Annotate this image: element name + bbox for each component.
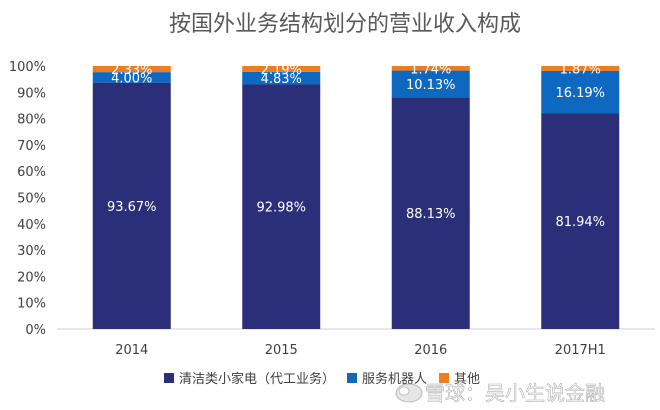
legend-item: 服务机器人 xyxy=(347,371,427,387)
bar-segment xyxy=(92,72,171,83)
data-label: 92.98% xyxy=(256,201,306,216)
y-tick-label: 100% xyxy=(9,60,46,75)
data-label: 2.33% xyxy=(111,63,152,78)
data-label: 2.19% xyxy=(261,63,302,78)
bars xyxy=(92,66,620,329)
y-tick-label: 30% xyxy=(17,244,46,259)
watermark-text: 雪球：吴小生说金融 xyxy=(425,381,605,405)
y-tick-label: 20% xyxy=(17,270,46,285)
y-tick-label: 50% xyxy=(17,192,46,207)
x-tick-label: 2014 xyxy=(115,343,148,358)
y-tick-label: 90% xyxy=(17,86,46,101)
bar-segment xyxy=(242,66,321,72)
watermark-logo xyxy=(395,383,423,403)
y-tick-label: 80% xyxy=(17,113,46,128)
legend-item: 清洁类小家电（代工业务） xyxy=(164,371,335,387)
x-axis: 2014 2015 2016 2017H1 xyxy=(57,328,655,358)
legend-label: 清洁类小家电（代工业务） xyxy=(179,371,335,387)
y-tick-label: 10% xyxy=(17,297,46,312)
x-tick-label: 2017H1 xyxy=(555,343,606,358)
data-label: 93.67% xyxy=(107,200,157,215)
data-label: 81.94% xyxy=(555,215,605,230)
bar-segment xyxy=(541,66,620,71)
legend-swatch xyxy=(164,373,174,383)
chart-title: 按国外业务结构划分的营业收入构成 xyxy=(169,12,521,37)
legend-item: 其他 xyxy=(439,372,480,387)
x-tick-label: 2016 xyxy=(414,343,447,358)
bar-segment xyxy=(242,84,321,329)
legend-label: 服务机器人 xyxy=(362,371,427,387)
bar-segment xyxy=(391,97,470,329)
watermark: 雪球：吴小生说金融 xyxy=(395,381,605,405)
y-tick-label: 0% xyxy=(25,323,46,338)
data-label: 4.83% xyxy=(261,72,302,87)
legend: 清洁类小家电（代工业务） 服务机器人 其他 xyxy=(164,371,480,387)
y-tick-label: 60% xyxy=(17,165,46,180)
data-label: 4.00% xyxy=(111,71,152,86)
data-label: 1.87% xyxy=(560,62,601,77)
data-label: 88.13% xyxy=(406,207,456,222)
legend-swatch xyxy=(439,373,450,383)
legend-swatch xyxy=(347,373,358,383)
bar-segment xyxy=(391,70,470,98)
bar-segment xyxy=(92,66,171,73)
data-label: 10.13% xyxy=(406,78,456,93)
data-label: 1.74% xyxy=(410,62,451,77)
bar-segment xyxy=(541,113,620,329)
data-labels: 93.67% 4.00%2.33% 92.98% 4.83%2.19% 88.13% 10… xyxy=(107,62,605,230)
y-axis: 0% 10% 20% 30% 40% 50% 60% 70% 80% 90% 100% xyxy=(9,60,46,338)
bar-segment xyxy=(541,70,620,114)
bar-segment xyxy=(92,82,171,329)
legend-label: 其他 xyxy=(454,372,480,387)
data-label: 16.19% xyxy=(555,86,605,101)
y-tick-label: 70% xyxy=(17,139,46,154)
bar-segment xyxy=(242,71,321,85)
bar-segment xyxy=(391,66,470,71)
x-tick-label: 2015 xyxy=(265,343,298,358)
y-tick-label: 40% xyxy=(17,218,46,233)
